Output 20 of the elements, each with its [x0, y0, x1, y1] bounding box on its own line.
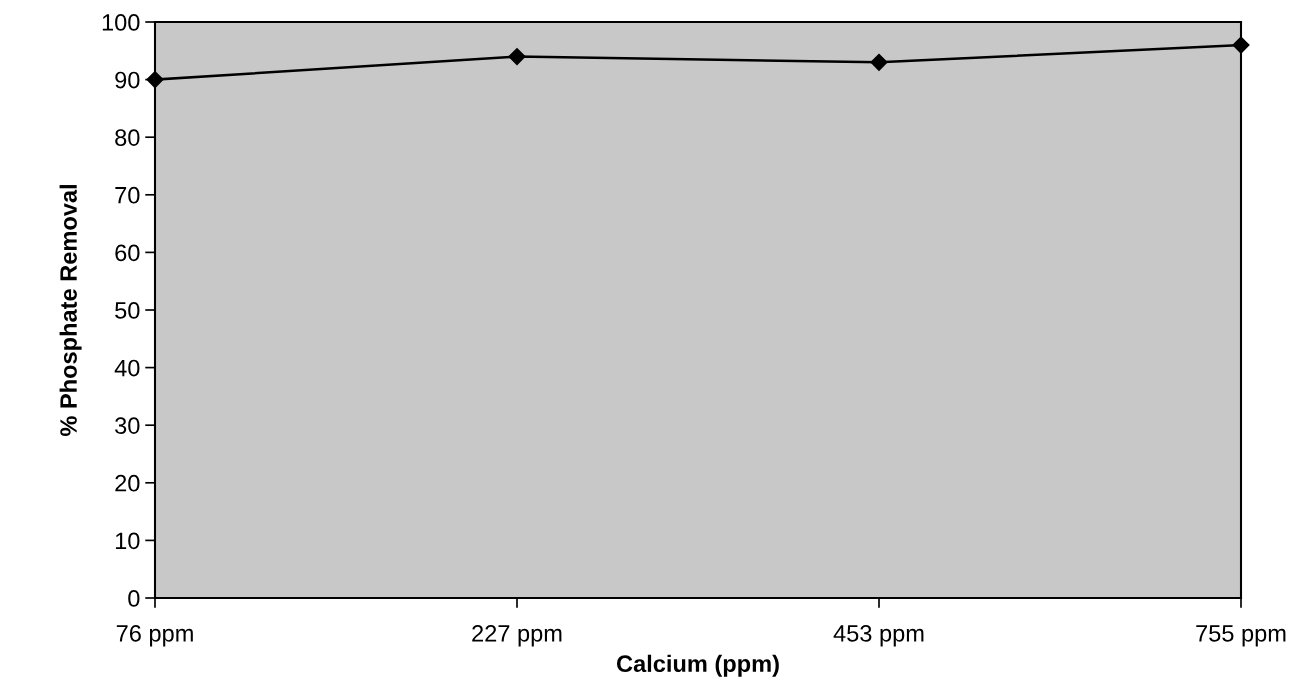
y-tick-label: 40 [114, 359, 140, 377]
x-axis-title: Calcium (ppm) [616, 654, 779, 677]
y-tick-label: 60 [115, 244, 140, 262]
y-tick-label: 70 [115, 186, 140, 204]
y-tick-label: 80 [115, 129, 140, 146]
y-tick-label: 100 [102, 14, 140, 31]
y-tick-label: 50 [115, 302, 140, 319]
point [1232, 36, 1250, 54]
y-tick-label: 0 [128, 590, 140, 607]
y-axis-title: % Phosphate Removal [59, 185, 82, 437]
point [870, 53, 888, 71]
x-tick-label: 76 ppm [116, 625, 193, 647]
y-tick-label: 90 [115, 71, 140, 89]
y-tick-label: 30 [115, 417, 140, 434]
y-tick-label: 20 [115, 474, 140, 492]
y-tick-label: 10 [115, 532, 140, 550]
x-tick-label: 227 ppm [472, 625, 562, 647]
x-tick-label: 453 ppm [833, 625, 924, 647]
point [508, 48, 526, 66]
x-tick-label: 755 ppm [1196, 625, 1286, 647]
